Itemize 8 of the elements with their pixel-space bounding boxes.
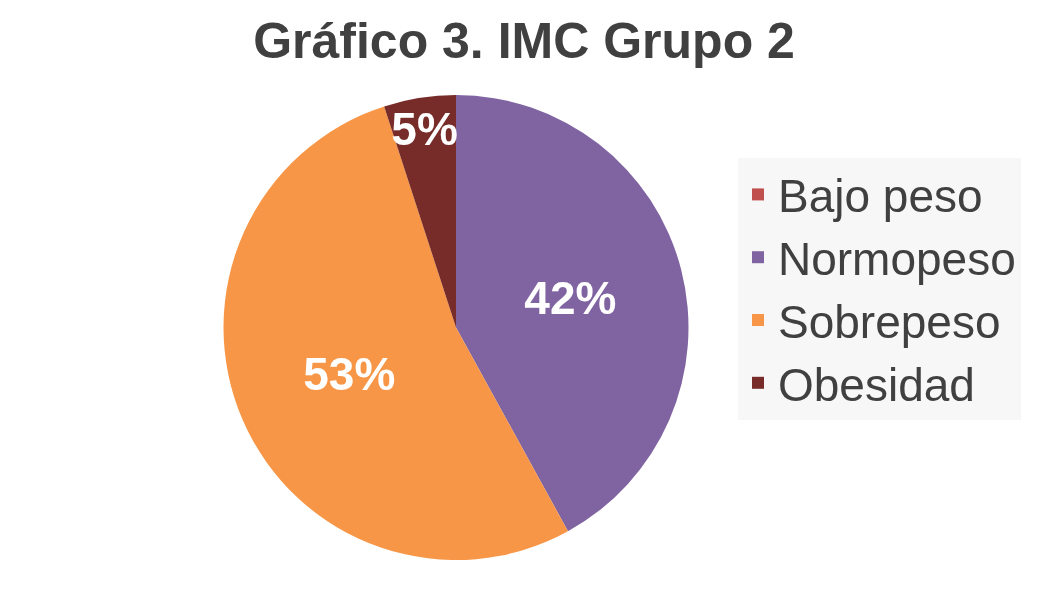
legend-label: Bajo peso <box>778 170 983 223</box>
data-label: 42% <box>524 272 617 325</box>
pie-slice <box>456 95 689 532</box>
legend-label: Sobrepeso <box>778 295 1001 348</box>
legend-label: Obesidad <box>778 358 975 411</box>
data-label: 53% <box>303 347 396 400</box>
legend-label: Normopeso <box>778 233 1016 286</box>
chart-title: Gráfico 3. IMC Grupo 2 <box>253 12 795 69</box>
